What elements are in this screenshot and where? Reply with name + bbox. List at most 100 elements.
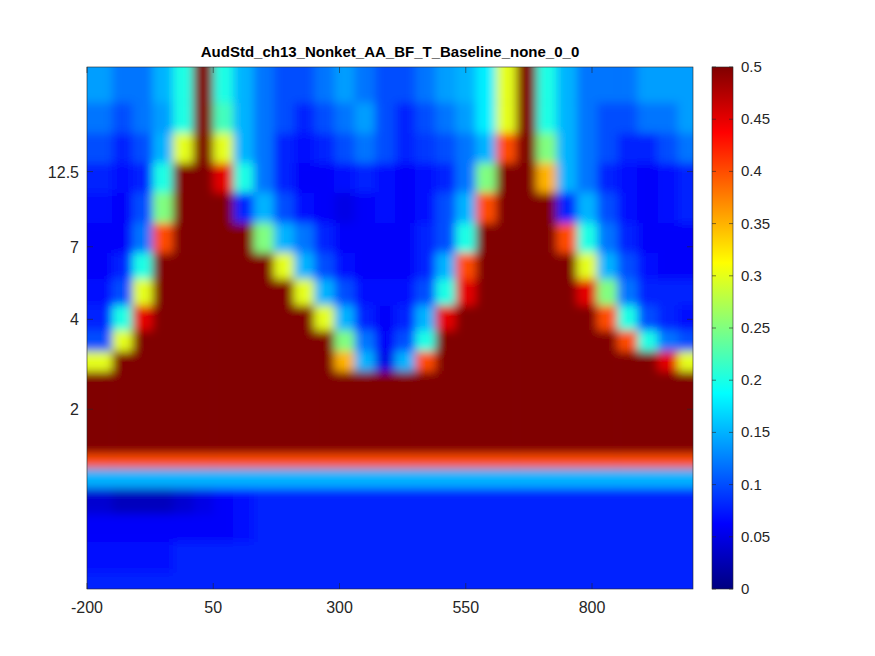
cell xyxy=(254,223,275,253)
x-tick xyxy=(592,583,593,589)
cell xyxy=(395,542,416,573)
cell xyxy=(415,413,436,435)
cell xyxy=(557,133,578,163)
cell xyxy=(294,330,315,351)
cell xyxy=(132,542,153,573)
cell xyxy=(395,279,416,306)
colorbar-tick xyxy=(712,223,716,224)
cell xyxy=(516,514,537,543)
plot-frame xyxy=(87,67,693,589)
y-tick-label: 7 xyxy=(70,239,79,256)
cell xyxy=(233,392,254,414)
cell xyxy=(355,487,376,514)
cell xyxy=(375,468,396,488)
colorbar-tick-right xyxy=(729,484,733,485)
cell xyxy=(395,102,416,133)
cell xyxy=(617,572,638,589)
cell xyxy=(597,162,618,192)
cell xyxy=(213,435,234,454)
cell xyxy=(557,514,578,543)
cell xyxy=(213,133,234,163)
cell xyxy=(375,435,396,454)
cell xyxy=(193,371,214,393)
cell xyxy=(112,102,133,133)
cell xyxy=(658,413,679,435)
cell xyxy=(536,351,557,372)
colorbar-tick xyxy=(712,432,716,433)
cell xyxy=(597,223,618,253)
cell xyxy=(294,468,315,488)
y-tick-right xyxy=(687,171,693,172)
cell xyxy=(193,133,214,163)
cell xyxy=(274,67,295,103)
cell xyxy=(577,468,598,488)
cell xyxy=(678,67,693,103)
cell xyxy=(536,392,557,414)
cell xyxy=(637,133,658,163)
cell xyxy=(213,453,234,468)
cell xyxy=(496,279,517,306)
cell xyxy=(314,223,335,253)
cell xyxy=(678,514,693,543)
cell xyxy=(577,392,598,414)
cell xyxy=(658,453,679,468)
cell xyxy=(173,192,194,223)
cell xyxy=(435,192,456,223)
cell xyxy=(254,487,275,514)
cell xyxy=(132,468,153,488)
cell xyxy=(314,514,335,543)
cell xyxy=(637,435,658,454)
cell xyxy=(294,102,315,133)
cell xyxy=(597,351,618,372)
cell xyxy=(415,67,436,103)
cell xyxy=(213,223,234,253)
cell xyxy=(536,279,557,306)
colorbar-tick-label: 0.4 xyxy=(741,162,762,179)
cell xyxy=(233,67,254,103)
cell xyxy=(617,468,638,488)
cell xyxy=(173,413,194,435)
cell xyxy=(294,413,315,435)
cell xyxy=(435,468,456,488)
cell xyxy=(637,223,658,253)
cell xyxy=(334,192,355,223)
cell xyxy=(314,371,335,393)
cell xyxy=(274,223,295,253)
cell xyxy=(334,435,355,454)
cell xyxy=(294,453,315,468)
cell xyxy=(415,279,436,306)
colorbar-tick-right xyxy=(729,119,733,120)
cell xyxy=(536,514,557,543)
colorbar-tick-right xyxy=(729,67,733,68)
cell xyxy=(516,192,537,223)
cell xyxy=(153,453,174,468)
cell xyxy=(294,223,315,253)
cell xyxy=(233,542,254,573)
cell xyxy=(415,572,436,589)
cell xyxy=(516,487,537,514)
cell xyxy=(132,162,153,192)
x-tick xyxy=(465,583,466,589)
cell xyxy=(314,102,335,133)
cell xyxy=(294,351,315,372)
cell xyxy=(355,133,376,163)
cell xyxy=(395,192,416,223)
cell xyxy=(153,223,174,253)
cell xyxy=(637,572,658,589)
cell xyxy=(112,330,133,351)
cell xyxy=(597,542,618,573)
cell xyxy=(516,223,537,253)
cell xyxy=(334,453,355,468)
cell xyxy=(375,542,396,573)
y-tick-label: 12.5 xyxy=(48,164,79,181)
cell xyxy=(233,102,254,133)
cell xyxy=(254,102,275,133)
cell xyxy=(597,453,618,468)
cell xyxy=(193,223,214,253)
cell xyxy=(334,330,355,351)
cell xyxy=(516,252,537,279)
cell xyxy=(415,223,436,253)
cell xyxy=(254,162,275,192)
cell xyxy=(395,487,416,514)
cell xyxy=(314,305,335,331)
